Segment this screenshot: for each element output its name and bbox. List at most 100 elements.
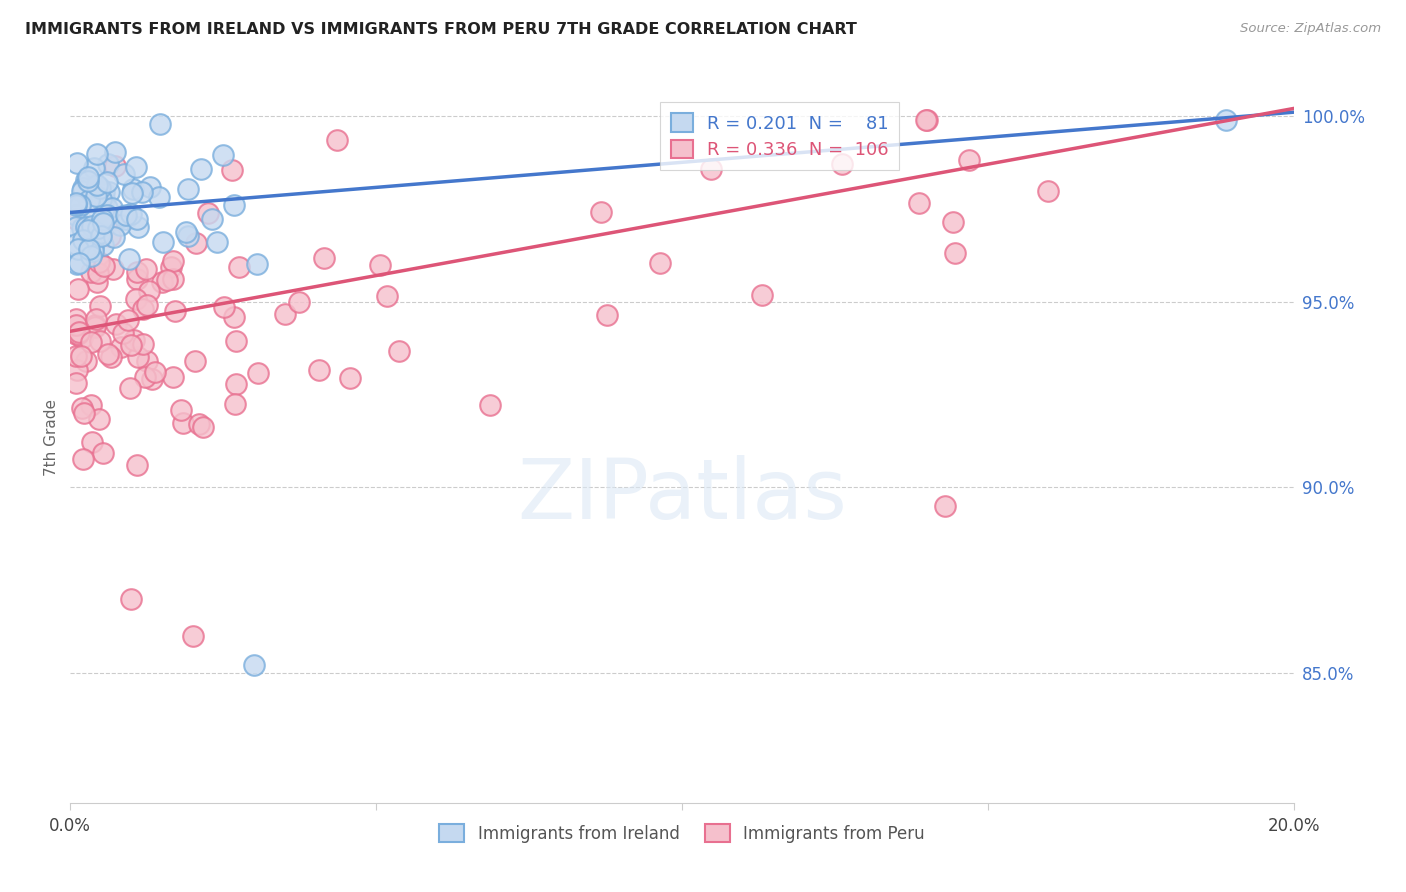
Point [66, 243, 89, 257]
Point [84, 311, 107, 326]
Point [1038, 184, 1060, 198]
Point [375, 288, 398, 302]
Point [67, 282, 90, 296]
Point [942, 215, 965, 229]
Point [228, 260, 250, 274]
Point [108, 219, 131, 233]
Text: Source: ZipAtlas.com: Source: ZipAtlas.com [1240, 22, 1381, 36]
Point [86, 178, 108, 192]
Point [1215, 112, 1237, 127]
Point [478, 398, 501, 412]
Point [325, 133, 347, 147]
Point [127, 350, 149, 364]
Point [86, 189, 108, 203]
Point [125, 272, 148, 286]
Point [699, 161, 721, 176]
Point [120, 338, 142, 352]
Point [93, 259, 115, 273]
Point [77, 170, 100, 185]
Point [115, 208, 138, 222]
Point [589, 205, 612, 219]
Point [131, 186, 153, 200]
Point [66, 363, 89, 377]
Point [89, 412, 111, 426]
Point [97, 347, 120, 361]
Point [91, 217, 114, 231]
Point [86, 266, 108, 280]
Point [934, 499, 956, 513]
Point [70, 331, 93, 345]
Point [65, 198, 87, 212]
Point [170, 403, 193, 417]
Point [84, 320, 107, 334]
Point [86, 146, 108, 161]
Point [188, 417, 211, 431]
Point [943, 246, 966, 260]
Point [65, 197, 87, 211]
Point [104, 159, 127, 173]
Point [648, 256, 671, 270]
Point [65, 326, 87, 341]
Point [82, 240, 104, 254]
Point [67, 325, 90, 339]
Point [65, 211, 87, 226]
Point [98, 186, 121, 200]
Point [125, 265, 148, 279]
Point [132, 302, 155, 317]
Point [72, 406, 94, 420]
Point [96, 175, 118, 189]
Point [111, 209, 134, 223]
Point [65, 209, 87, 223]
Point [136, 354, 159, 368]
Point [197, 206, 219, 220]
Point [368, 258, 391, 272]
Point [162, 253, 184, 268]
Point [80, 249, 103, 263]
Point [957, 153, 980, 167]
Point [93, 185, 115, 199]
Point [96, 208, 118, 222]
Point [66, 326, 89, 341]
Point [77, 193, 100, 207]
Point [104, 317, 127, 331]
Point [79, 398, 101, 412]
Point [162, 369, 184, 384]
Point [101, 201, 124, 215]
Point [82, 214, 104, 228]
Point [122, 182, 145, 196]
Legend: Immigrants from Ireland, Immigrants from Peru: Immigrants from Ireland, Immigrants from… [433, 818, 931, 849]
Point [65, 349, 87, 363]
Point [212, 300, 235, 314]
Point [70, 349, 93, 363]
Point [143, 365, 166, 379]
Point [222, 310, 245, 325]
Point [70, 184, 93, 198]
Point [89, 226, 111, 240]
Point [751, 288, 773, 302]
Point [100, 351, 122, 365]
Point [120, 381, 142, 395]
Point [83, 161, 105, 175]
Point [65, 312, 87, 326]
Y-axis label: 7th Grade: 7th Grade [44, 399, 59, 475]
Point [125, 160, 148, 174]
Point [91, 216, 114, 230]
Point [84, 318, 107, 332]
Point [121, 591, 143, 606]
Point [141, 372, 163, 386]
Point [112, 167, 135, 181]
Point [91, 446, 114, 460]
Point [139, 180, 162, 194]
Point [125, 211, 148, 226]
Point [172, 416, 194, 430]
Point [191, 420, 214, 434]
Point [65, 318, 87, 332]
Point [70, 220, 93, 235]
Point [66, 257, 89, 271]
Point [287, 295, 309, 310]
Point [127, 458, 149, 473]
Point [66, 156, 89, 170]
Point [65, 376, 87, 390]
Point [77, 174, 100, 188]
Point [76, 226, 98, 240]
